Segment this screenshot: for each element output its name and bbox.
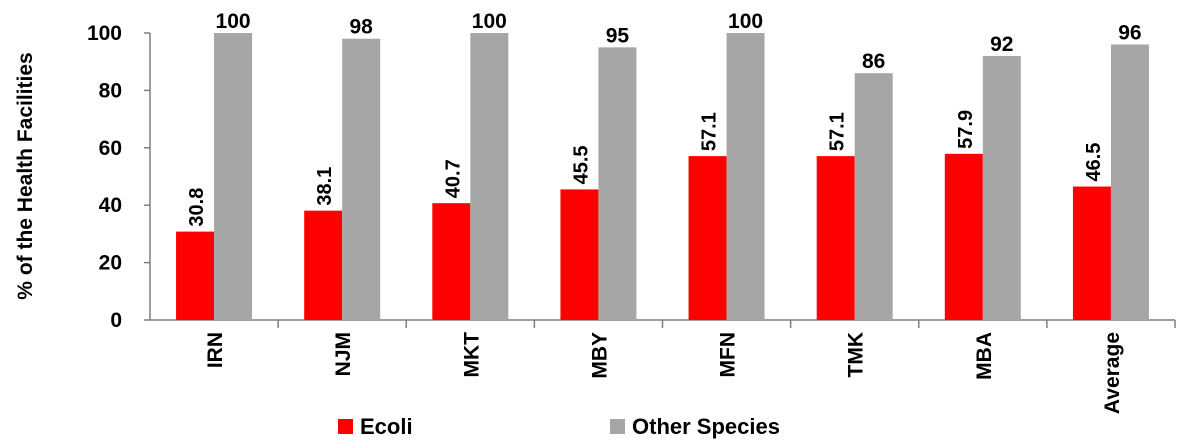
y-tick-label: 60: [99, 137, 122, 160]
x-tick-label: IRN: [204, 332, 227, 368]
bar-other-species: [982, 55, 1021, 321]
bar-ecoli: [944, 153, 983, 320]
bar-ecoli: [176, 231, 215, 320]
data-label-ecoli: 46.5: [1083, 143, 1105, 182]
bar-ecoli: [560, 189, 599, 320]
data-label-other-species: 86: [862, 50, 885, 73]
data-label-other-species: 95: [606, 24, 630, 47]
bar-other-species: [470, 33, 509, 320]
y-tick-label: 20: [99, 252, 122, 275]
bar-other-species: [726, 33, 765, 320]
data-label-other-species: 100: [728, 10, 763, 33]
bar-other-species: [1110, 44, 1149, 320]
bar-ecoli: [1072, 186, 1111, 320]
x-tick-label: MBA: [973, 332, 996, 380]
data-label-other-species: 98: [350, 16, 374, 39]
y-tick-label: 0: [110, 309, 122, 332]
bar-ecoli: [432, 203, 471, 320]
legend-label-ecoli: Ecoli: [360, 414, 413, 439]
y-tick-label: 100: [87, 22, 122, 45]
x-tick-label: MFN: [717, 332, 740, 378]
data-label-ecoli: 30.8: [186, 188, 208, 227]
bar-other-species: [598, 47, 637, 320]
legend-swatch-ecoli: [338, 419, 353, 434]
data-label-ecoli: 38.1: [314, 167, 336, 206]
x-tick-label: Average: [1101, 332, 1124, 414]
legend-swatch-other-species: [610, 419, 625, 434]
data-label-other-species: 92: [990, 33, 1013, 56]
bar-ecoli: [304, 210, 343, 320]
data-label-ecoli: 57.9: [955, 110, 977, 149]
data-label-ecoli: 40.7: [442, 159, 464, 198]
legend-label-other-species: Other Species: [632, 414, 780, 439]
legend: Ecoli Other Species: [338, 414, 780, 439]
bar-other-species: [854, 73, 893, 321]
x-tick-label: MKT: [460, 332, 483, 378]
plot-area: 0 20 40 60 80 100 30.8 100 IRN 38.1 98 NJM 40.7 100 MK…: [87, 10, 1176, 414]
bar-other-species: [342, 38, 381, 321]
data-label-other-species: 100: [216, 10, 251, 33]
data-label-ecoli: 45.5: [570, 145, 592, 184]
x-tick-label: NJM: [332, 332, 355, 376]
x-tick-label: MBY: [588, 332, 611, 379]
data-label-ecoli: 57.1: [827, 112, 849, 151]
y-tick-label: 40: [99, 194, 122, 217]
y-axis-title: % of the Health Facilities: [14, 52, 37, 299]
bar-other-species: [214, 33, 253, 320]
bar-ecoli: [816, 156, 855, 320]
bar-ecoli: [688, 156, 727, 320]
data-label-other-species: 96: [1118, 21, 1141, 44]
x-tick-label: TMK: [845, 332, 868, 378]
data-label-ecoli: 57.1: [699, 112, 721, 151]
y-tick-label: 80: [99, 79, 122, 102]
data-label-other-species: 100: [472, 10, 507, 33]
